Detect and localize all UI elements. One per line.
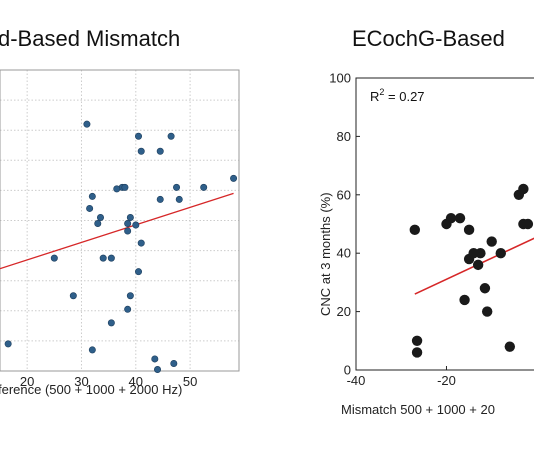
data-point: [167, 132, 175, 140]
data-point: [121, 183, 129, 191]
x-tick-label: -20: [437, 373, 456, 388]
data-point: [96, 213, 104, 221]
data-point: [472, 259, 484, 271]
data-point: [151, 355, 159, 363]
data-point: [200, 183, 208, 191]
data-point: [445, 212, 457, 224]
y-tick-label: 100: [329, 71, 351, 86]
x-tick-label: -40: [347, 373, 366, 388]
data-point: [173, 183, 181, 191]
data-point: [479, 283, 491, 294]
r2-superscript: 2: [379, 87, 384, 97]
data-point: [137, 239, 145, 247]
chart-right-points: [409, 183, 534, 358]
r2-symbol: R: [370, 89, 379, 104]
x-tick-label: 20: [20, 374, 34, 389]
data-point: [475, 248, 486, 259]
chart-right-y-label: CNC at 3 months (%): [318, 192, 333, 316]
chart-right-x-label: Mismatch 500 + 1000 + 20: [341, 402, 495, 417]
data-point: [86, 204, 94, 212]
data-point: [4, 340, 12, 348]
data-point: [107, 254, 115, 262]
y-tick-label: 40: [337, 246, 351, 261]
data-point: [454, 212, 466, 224]
chart-right-r2-annotation: R2 = 0.27: [370, 87, 425, 104]
data-point: [411, 335, 423, 346]
chart-left: d-Based Mismatch 20 30 40 50 ference (500 +…: [0, 26, 240, 397]
y-tick-label: 0: [344, 363, 351, 378]
data-point: [135, 132, 143, 140]
data-point: [88, 192, 96, 200]
data-point: [411, 347, 423, 358]
r2-value: = 0.27: [384, 89, 424, 104]
data-point: [522, 218, 534, 230]
data-point: [69, 292, 77, 300]
y-tick-label: 60: [337, 187, 351, 202]
data-point: [124, 227, 132, 235]
chart-right: ECochG-Based 0 20 40 60 80 100 -40 -20 R2 = 0.2…: [318, 26, 534, 417]
data-point: [135, 268, 143, 276]
data-point: [126, 213, 134, 221]
chart-left-plot-area: [0, 69, 240, 372]
data-point: [409, 224, 421, 236]
x-tick-label: 30: [74, 374, 88, 389]
chart-left-tick-labels: 20 30 40 50: [20, 374, 197, 389]
x-tick-label: 50: [183, 374, 197, 389]
chart-left-x-label: ference (500 + 1000 + 2000 Hz): [0, 382, 182, 397]
data-point: [156, 195, 164, 203]
chart-left-points: [4, 120, 238, 373]
data-point: [107, 319, 115, 327]
y-tick-label: 20: [337, 304, 351, 319]
data-point: [132, 221, 140, 229]
data-point: [99, 254, 107, 262]
data-point: [83, 120, 91, 128]
chart-right-ticks: 0 20 40 60 80 100 -40 -20: [329, 71, 456, 389]
chart-right-plot-area: [355, 77, 534, 371]
data-point: [459, 294, 470, 306]
y-tick-label: 80: [337, 129, 351, 144]
data-point: [495, 248, 506, 259]
data-point: [481, 306, 493, 317]
data-point: [156, 147, 164, 155]
data-point: [170, 359, 178, 367]
data-point: [137, 147, 145, 155]
data-point: [175, 195, 183, 203]
data-point: [463, 224, 475, 236]
data-point: [94, 220, 102, 228]
data-point: [230, 174, 238, 182]
chart-left-title: d-Based Mismatch: [0, 26, 180, 51]
data-point: [88, 346, 96, 354]
data-point: [126, 292, 134, 300]
x-tick-label: 40: [129, 374, 143, 389]
data-point: [50, 254, 58, 262]
chart-right-title: ECochG-Based: [352, 26, 505, 51]
data-point: [113, 185, 121, 193]
data-point: [486, 236, 497, 247]
data-point: [124, 220, 132, 228]
data-point: [124, 305, 132, 313]
data-point: [154, 365, 162, 373]
chart-left-fit-line: [0, 192, 234, 270]
data-point: [504, 341, 516, 352]
chart-left-grid: [0, 69, 239, 372]
data-point: [518, 183, 529, 195]
